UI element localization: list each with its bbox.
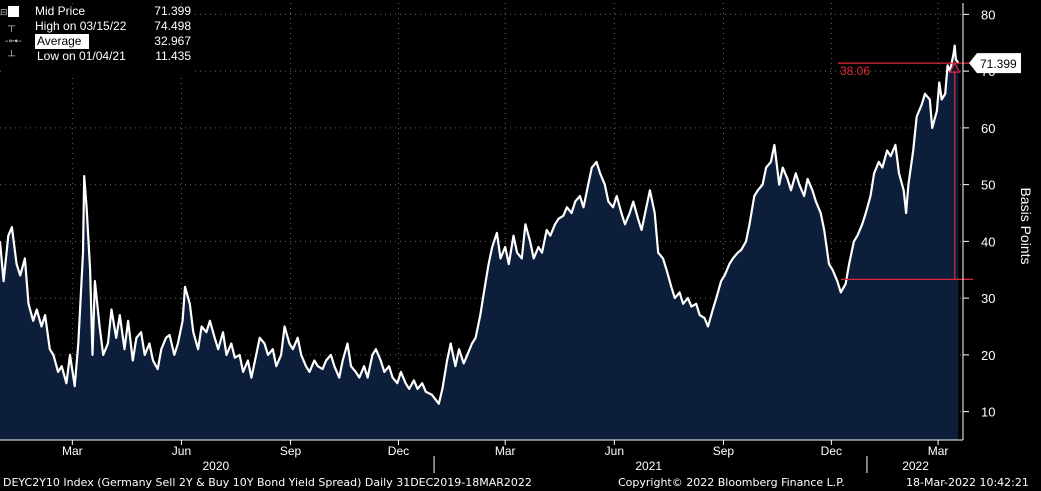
footer-timestamp: 18-Mar-2022 10:42:21 [906,476,1029,489]
x-tick-label: Jun [605,444,624,458]
low-marker-icon: ┴ [8,51,16,62]
series-area-fill [0,45,959,440]
legend-label: High on 03/15/22 [35,19,127,33]
legend-label: Low on 01/04/21 [37,49,126,63]
legend-item-high: ┬ High on 03/15/22 74.498 [3,19,191,34]
high-marker-icon: ┬ [8,21,16,32]
legend-value: 32.967 [154,34,191,48]
range-annotation: 38.06 [838,61,973,280]
expand-icon[interactable]: ⊟ [0,7,8,17]
last-price-tag-label: 71.399 [980,57,1017,71]
annotation-label: 38.06 [840,64,870,78]
y-tick-label: 60 [981,121,995,136]
legend-value: 11.435 [155,49,191,63]
footer-index-description: DEYC2Y10 Index (Germany Sell 2Y & Buy 10… [3,476,532,489]
average-line-icon: -⊶- [5,36,22,47]
x-tick-label: Dec [821,444,842,458]
legend-value: 71.399 [154,4,191,18]
x-tick-label: Mar [495,444,516,458]
series-line-mid-price [0,44,960,405]
series-area [0,44,960,440]
y-tick-label: 10 [981,405,995,420]
x-tick-label: Sep [713,444,735,458]
footer-bar: DEYC2Y10 Index (Germany Sell 2Y & Buy 10… [0,474,1041,491]
last-price-tag [969,53,1021,74]
filled-square-icon [8,6,19,17]
footer-copyright: Copyright© 2022 Bloomberg Finance L.P. [618,476,845,489]
legend-item-average: -⊶- Average 32.967 [3,34,191,49]
x-tick-label: Dec [388,444,409,458]
axes: 102030405060708071.399MarJunSepDecMarJun… [0,3,1021,473]
y-tick-label: 30 [981,291,995,306]
y-tick-label: 50 [981,178,995,193]
legend-item-low: ┴ Low on 01/04/21 11.435 [3,49,191,64]
x-tick-label: Mar [62,444,83,458]
x-tick-label: Mar [928,444,949,458]
legend-box: ⊟ Mid Price 71.399 ┬ High on 03/15/22 74… [0,4,191,78]
legend-value: 74.498 [154,19,191,33]
year-label: 2022 [902,459,929,473]
y-tick-label: 40 [981,234,995,249]
legend-label: Mid Price [35,4,86,18]
y-tick-label: 80 [981,7,995,22]
x-tick-label: Sep [280,444,302,458]
y-tick-label: 20 [981,348,995,363]
year-label: 2021 [635,459,662,473]
year-label: 2020 [202,459,229,473]
legend-label: Average [35,34,89,49]
y-axis-title: Basis Points [1018,187,1034,265]
annotation-arrow-icon [948,61,961,73]
x-tick-label: Jun [172,444,191,458]
legend-item-mid-price: ⊟ Mid Price 71.399 [0,4,191,19]
